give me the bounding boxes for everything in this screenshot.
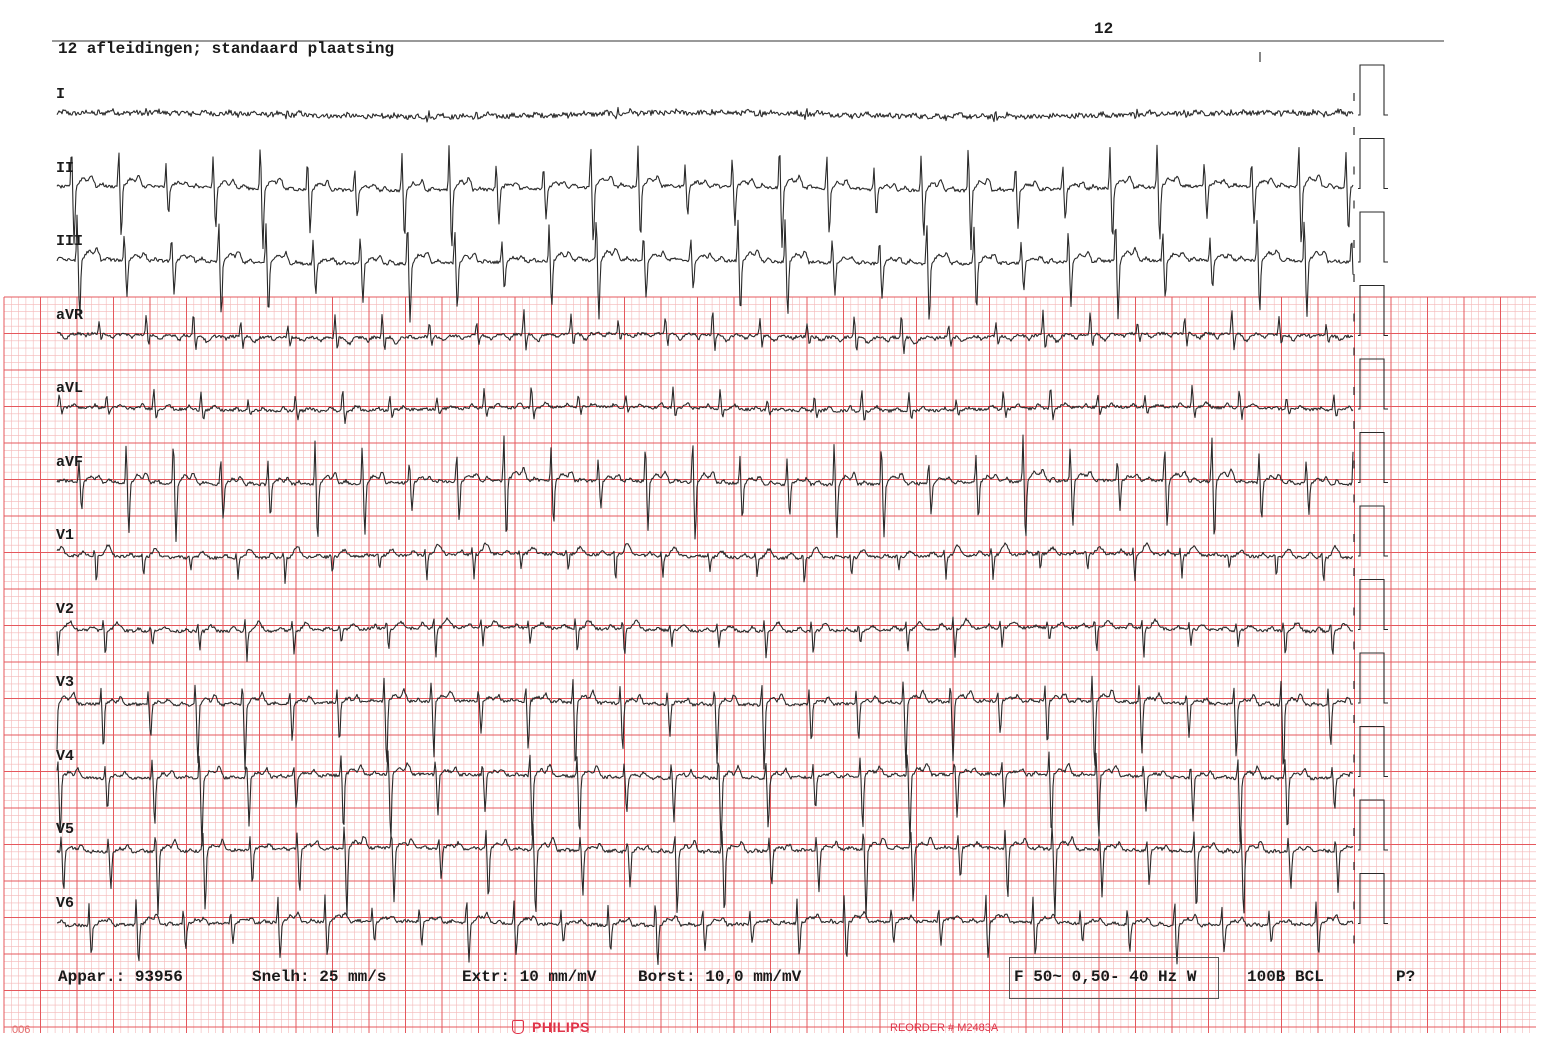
trace-ii [56, 144, 1354, 251]
header-rule [52, 40, 1444, 62]
calibration-pulse-v6 [1358, 872, 1388, 925]
calibration-pulses [1358, 64, 1388, 925]
lead-label-avf: aVF [56, 453, 84, 471]
calibration-pulse-ii [1358, 137, 1388, 190]
brand-logo: PHILIPS [512, 1019, 590, 1035]
grid-paper [3, 296, 1536, 1033]
lead-label-v6: V6 [56, 894, 75, 912]
paper-code: 006 [12, 1024, 31, 1036]
calibration-pulse-avf [1358, 431, 1388, 484]
trace-avf [56, 434, 1354, 543]
lead-label-avl: aVL [56, 380, 84, 397]
header-title: 12 afleidingen; standaard plaatsing [58, 40, 395, 58]
trace-v3 [56, 675, 1354, 770]
lead-label-v4: V4 [56, 747, 75, 765]
lead-label-i: I [56, 86, 66, 103]
lead-label-v1: V1 [56, 527, 75, 544]
calibration-pulse-iii [1358, 211, 1388, 263]
rhythm-code: 100B BCL [1247, 968, 1324, 986]
grid-major-lines [3, 296, 1536, 1033]
p-flag: P? [1396, 968, 1416, 986]
trace-v4 [56, 750, 1354, 847]
lead-label-ii: II [56, 159, 75, 177]
lead-label-iii: III [56, 233, 84, 250]
lead-label-avr: aVR [56, 306, 84, 324]
trace-i [56, 106, 1354, 123]
ecg-traces [56, 93, 1355, 966]
trace-v5 [56, 823, 1354, 918]
calibration-pulse-v5 [1358, 799, 1388, 851]
page-number: 12 [1094, 20, 1114, 38]
trace-v2 [56, 616, 1353, 662]
trace-v6 [56, 894, 1354, 966]
trace-v1 [56, 542, 1353, 584]
paper-speed: Snelh: 25 mm/s [252, 968, 387, 986]
limb-gain: Extr: 10 mm/mV [462, 968, 597, 986]
calibration-pulse-v2 [1358, 578, 1388, 631]
device-id: Appar.: 93956 [58, 968, 183, 986]
filter-box [1009, 957, 1219, 999]
chest-gain: Borst: 10,0 mm/mV [638, 968, 802, 986]
lead-label-v5: V5 [56, 821, 75, 838]
calibration-pulse-avr [1358, 284, 1388, 337]
calibration-pulse-v4 [1358, 725, 1388, 778]
lead-label-v3: V3 [56, 674, 75, 691]
trace-iii [56, 214, 1354, 323]
philips-shield-icon [512, 1020, 524, 1034]
lead-label-v2: V2 [56, 600, 75, 618]
calibration-pulse-v3 [1358, 652, 1388, 704]
trace-avr [56, 309, 1354, 355]
calibration-pulse-avl [1358, 358, 1388, 410]
filter-settings: F 50~ 0,50- 40 Hz W [1014, 968, 1197, 986]
calibration-pulse-i [1358, 64, 1388, 116]
calibration-pulse-v1 [1358, 505, 1388, 557]
reorder-number: REORDER # M2483A [890, 1022, 999, 1034]
trace-avl [56, 384, 1354, 425]
brand-name: PHILIPS [532, 1019, 590, 1035]
